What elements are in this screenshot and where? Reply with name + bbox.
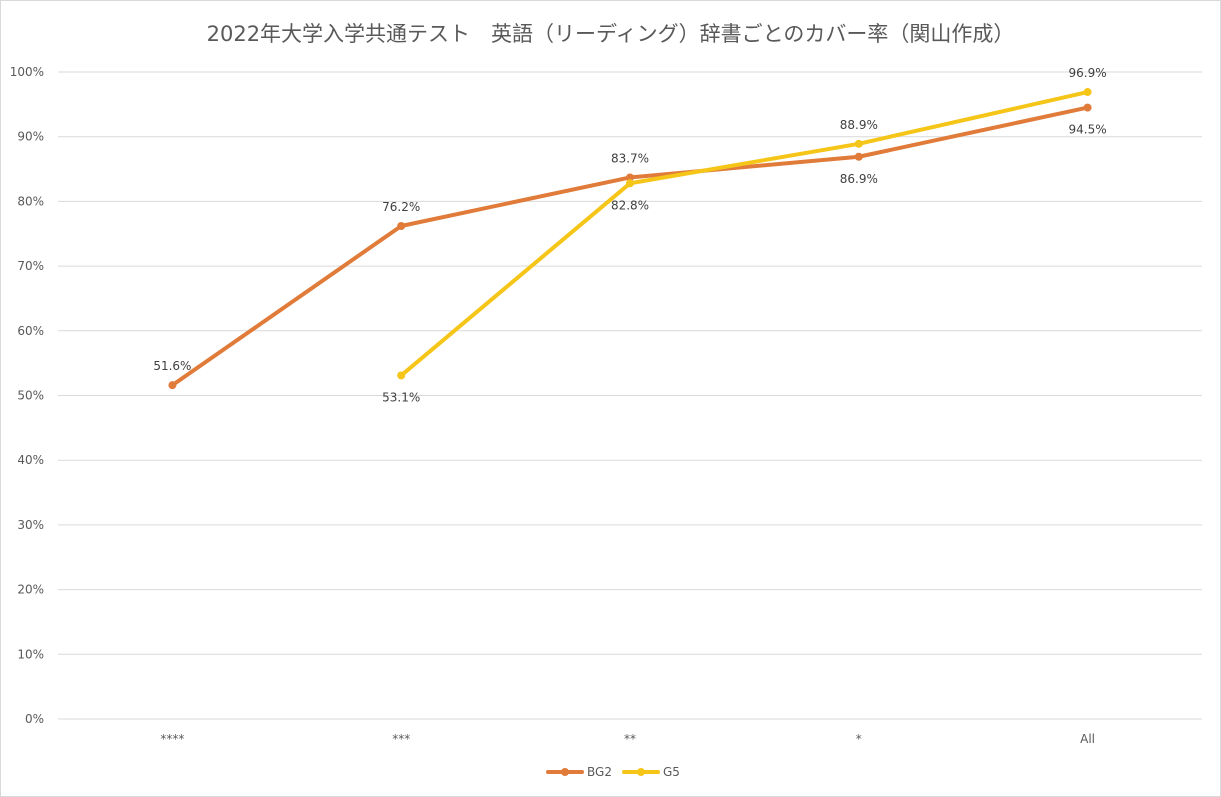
data-point-g5 [854, 139, 863, 148]
legend-marker-bg2 [561, 768, 569, 776]
legend-label: G5 [663, 765, 680, 779]
grid-lines [58, 71, 1202, 720]
legend-marker-g5 [637, 768, 645, 776]
x-tick-label: * [856, 732, 862, 746]
data-label: 76.2% [382, 200, 420, 214]
x-axis: **** *** ** * All [160, 732, 1095, 746]
data-point-bg2 [1083, 103, 1092, 112]
y-tick-label: 60% [17, 324, 44, 338]
y-tick-label: 20% [17, 583, 44, 597]
data-label: 83.7% [611, 151, 649, 165]
y-axis: 0% 10% 20% 30% 40% 50% 60% 70% 80% 90% 100% [10, 65, 44, 726]
x-tick-label: **** [160, 732, 184, 746]
data-labels: 51.6% 76.2% 83.7% 86.9% 94.5% 53.1% 82.8% 88.9%… [153, 66, 1106, 404]
data-point-bg2 [854, 152, 863, 161]
y-tick-label: 40% [17, 453, 44, 467]
data-label: 51.6% [153, 359, 191, 373]
y-tick-label: 70% [17, 259, 44, 273]
x-tick-label: ** [624, 732, 636, 746]
data-point-g5 [397, 371, 406, 380]
y-tick-label: 0% [25, 712, 44, 726]
data-label: 88.9% [840, 118, 878, 132]
y-tick-label: 100% [10, 65, 44, 79]
y-tick-label: 90% [17, 130, 44, 144]
data-point-g5 [626, 179, 634, 188]
chart-title: 2022年大学入学共通テスト 英語（リーディング）辞書ごとのカバー率（関山作成） [206, 22, 1015, 46]
data-point-bg2 [168, 381, 177, 390]
y-tick-label: 10% [17, 647, 44, 661]
series-line-bg2 [170, 105, 1090, 388]
data-label: 82.8% [611, 198, 649, 212]
x-tick-label: All [1080, 732, 1095, 746]
legend: BG2 G5 [546, 765, 680, 779]
data-label: 96.9% [1069, 66, 1107, 80]
legend-label: BG2 [587, 765, 612, 779]
y-tick-label: 30% [17, 518, 44, 532]
data-label: 53.1% [382, 390, 420, 404]
series-line-g5 [399, 90, 1090, 378]
data-label: 94.5% [1069, 123, 1107, 137]
y-tick-label: 80% [17, 194, 44, 208]
series-lines [168, 88, 1092, 390]
y-tick-label: 50% [17, 389, 44, 403]
data-point-bg2 [397, 221, 406, 230]
data-label: 86.9% [840, 172, 878, 186]
x-tick-label: *** [392, 732, 410, 746]
data-point-g5 [1083, 88, 1092, 97]
data-point-bg2 [626, 173, 634, 182]
